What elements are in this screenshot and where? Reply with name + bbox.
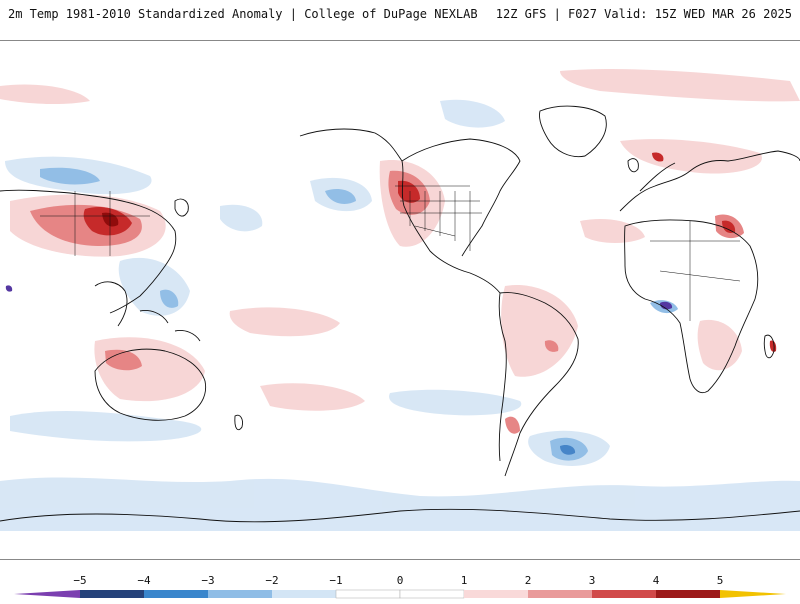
border-us-mexico xyxy=(414,225,456,237)
colorbar: −5 −4 −3 −2 −1 0 1 2 3 4 5 xyxy=(0,560,800,600)
coastline-europe xyxy=(619,150,800,212)
cool-anomaly-central-pacific xyxy=(220,204,263,232)
colorbar-extreme-cold-tip xyxy=(14,590,80,598)
coastline-antarctica xyxy=(0,508,800,523)
border-us-states xyxy=(400,191,482,251)
warm-anomaly-south-pacific-scatter xyxy=(260,383,365,411)
warm-anomaly-europe xyxy=(620,139,762,174)
coastline-uk xyxy=(627,158,639,173)
warm-anomaly-southern-africa xyxy=(697,319,742,371)
coastline-greenland xyxy=(539,105,607,158)
colorbar-tick-label: 1 xyxy=(461,574,468,587)
colorbar-segment-1 xyxy=(80,590,144,598)
cool-anomaly-antarctic-band xyxy=(0,477,800,531)
colorbar-segment-2 xyxy=(144,590,208,598)
extreme-cold-west-pacific xyxy=(5,285,13,292)
border-africa xyxy=(650,221,741,321)
coastline-southeast-asia xyxy=(94,281,201,342)
colorbar-tick-label: −5 xyxy=(73,574,86,587)
colorbar-tick-label: 0 xyxy=(397,574,404,587)
colorbar-segment-3 xyxy=(208,590,272,598)
coastline-japan xyxy=(174,198,189,217)
coastline-australia xyxy=(94,348,207,421)
coastline-madagascar xyxy=(763,334,775,359)
coastlines xyxy=(0,105,800,523)
anomaly-map xyxy=(0,69,800,531)
colorbar-tick-label: −1 xyxy=(329,574,342,587)
colorbar-tick-label: −3 xyxy=(201,574,214,587)
colorbar-tick-label: 2 xyxy=(525,574,532,587)
cool-anomaly-siberia-core xyxy=(40,167,100,185)
colorbar-tick-label: −4 xyxy=(137,574,151,587)
warm-anomaly-south-america xyxy=(501,285,578,377)
model-run-info: 12Z GFS | F027 Valid: 15Z WED MAR 26 202… xyxy=(495,7,792,21)
warm-anomaly-atlantic-scatter xyxy=(580,218,645,243)
political-borders xyxy=(40,185,741,321)
border-china xyxy=(40,191,150,256)
extreme-cold-gulf-of-guinea xyxy=(660,301,673,310)
cool-anomaly-southern-ocean xyxy=(10,411,202,442)
colorbar-segment-5 xyxy=(335,589,401,599)
warm-anomaly-madagascar xyxy=(769,340,777,352)
warm-anomaly-south-america-spots xyxy=(544,340,559,352)
colorbar-tick-label: −2 xyxy=(265,574,278,587)
map-title: 2m Temp 1981-2010 Standardized Anomaly |… xyxy=(8,7,478,21)
header: 2m Temp 1981-2010 Standardized Anomaly |… xyxy=(0,0,800,40)
warm-anomaly-argentina xyxy=(505,416,520,434)
colorbar-segment-4 xyxy=(272,590,336,598)
colorbar-segment-6 xyxy=(399,589,465,599)
cool-anomaly-areas xyxy=(0,99,800,531)
cool-anomaly-greenland xyxy=(440,99,505,128)
warm-anomaly-europe-spot xyxy=(652,152,664,162)
cool-anomaly-south-atlantic-center xyxy=(560,444,576,455)
warm-anomaly-east-africa-strong xyxy=(722,220,736,233)
coastline-africa xyxy=(624,219,759,394)
colorbar-segment-8 xyxy=(528,590,592,598)
colorbar-segment-7 xyxy=(464,590,528,598)
coastline-south-america xyxy=(498,292,579,477)
warm-anomaly-areas xyxy=(0,69,800,434)
warm-anomaly-australia-mid xyxy=(105,349,142,371)
warm-anomaly-north-atlantic-arctic xyxy=(560,69,800,102)
colorbar-tick-label: 3 xyxy=(589,574,596,587)
coastline-north-america xyxy=(299,128,521,294)
cool-anomaly-maritime-core xyxy=(160,289,179,308)
warm-anomaly-arctic-west xyxy=(0,84,90,105)
coastline-asia-east xyxy=(0,189,177,314)
warm-anomaly-pacific-scatter xyxy=(229,307,340,337)
colorbar-graphic: −5 −4 −3 −2 −1 0 1 2 3 4 5 xyxy=(14,574,786,599)
colorbar-tick-label: 4 xyxy=(653,574,660,587)
cool-anomaly-south-pacific xyxy=(389,389,522,416)
colorbar-extreme-hot-tip xyxy=(720,590,786,598)
colorbar-tick-label: 5 xyxy=(717,574,724,587)
coastline-new-zealand xyxy=(234,414,243,431)
colorbar-segment-10 xyxy=(656,590,720,598)
warm-anomaly-australia xyxy=(94,337,205,402)
colorbar-segment-9 xyxy=(592,590,656,598)
cool-anomaly-north-pacific-core xyxy=(325,189,356,204)
cool-anomaly-maritime-continent xyxy=(118,257,190,316)
map-panel[interactable] xyxy=(0,40,800,560)
